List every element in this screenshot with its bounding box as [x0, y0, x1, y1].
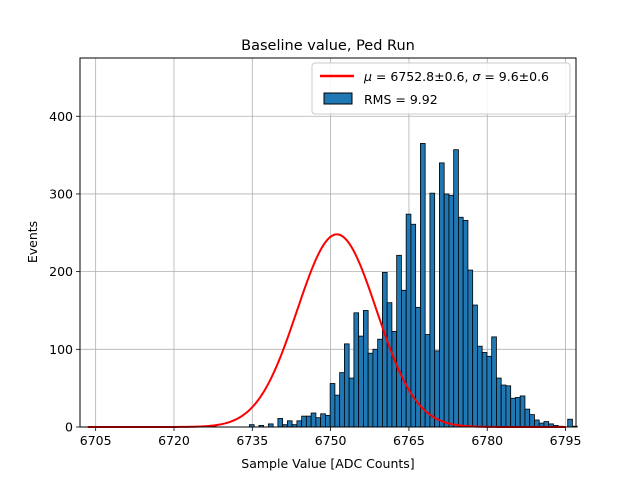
histogram-bar: [315, 417, 322, 428]
histogram-bar: [420, 143, 426, 428]
legend: μ = 6752.8±0.6, σ = 9.6±0.6 RMS = 9.92: [311, 62, 571, 115]
x-tick-label: 6720: [158, 433, 190, 448]
legend-sigma-symbol: σ: [472, 69, 481, 84]
legend-fit-label: μ = 6752.8±0.6, σ = 9.6±0.6: [363, 69, 549, 84]
y-tick-label: 200: [49, 264, 73, 279]
histogram-bar: [405, 213, 412, 428]
x-axis-label: Sample Value [ADC Counts]: [241, 456, 414, 471]
histogram-bar: [367, 352, 374, 428]
histogram-bar: [296, 420, 303, 428]
histogram-bar: [529, 414, 535, 428]
histogram-bar: [372, 348, 379, 428]
histogram-bar: [377, 338, 383, 428]
histogram-bar: [358, 335, 364, 428]
x-tick-label: 6765: [393, 433, 425, 448]
histogram-bar: [301, 415, 307, 428]
histogram-bar: [305, 415, 312, 428]
histogram-bar: [362, 310, 369, 428]
legend-histogram-label: RMS = 9.92: [364, 92, 438, 107]
legend-sigma-value: = 9.6±0.6: [480, 69, 549, 84]
histogram-bar: [401, 289, 407, 428]
histogram-bar: [515, 397, 521, 428]
histogram-bar: [491, 336, 497, 428]
histogram-bars: [210, 143, 578, 428]
histogram-bar: [439, 162, 445, 428]
histogram-bar: [353, 312, 360, 428]
x-tick-label: 6705: [80, 433, 112, 448]
histogram-bar: [329, 383, 336, 428]
histogram-bar: [524, 408, 531, 428]
histogram-bar: [334, 394, 341, 428]
x-tick-label: 6735: [236, 433, 268, 448]
histogram-bar: [320, 413, 326, 428]
legend-mu-symbol: μ: [363, 69, 372, 84]
y-tick-label: 0: [65, 420, 73, 435]
histogram-bar: [448, 195, 455, 428]
histogram-bar: [567, 418, 573, 428]
histogram-bar: [505, 385, 512, 428]
y-axis-label: Events: [25, 221, 40, 263]
y-axis-ticks: 0 100 200 300 400: [49, 109, 80, 435]
histogram-bar: [486, 355, 493, 428]
legend-mu-value: = 6752.8±0.6,: [372, 69, 472, 84]
histogram-bar: [382, 272, 388, 428]
histogram-bar: [277, 418, 284, 428]
histogram-bar: [386, 302, 393, 428]
histogram-bar: [310, 412, 317, 428]
y-tick-label: 100: [49, 342, 73, 357]
histogram-bar: [434, 350, 440, 428]
plot-frame: [79, 57, 577, 428]
x-tick-label: 6795: [550, 433, 582, 448]
histogram-bar: [496, 377, 502, 428]
histogram-bar: [467, 269, 474, 428]
histogram-bar: [458, 216, 464, 428]
histogram-bar: [391, 331, 398, 428]
histogram-bar: [453, 149, 459, 428]
y-tick-label: 400: [49, 109, 73, 124]
histogram-bar: [519, 395, 526, 428]
histogram-bar: [510, 397, 516, 428]
x-axis-ticks: 6705 6720 6735 6750 6765 6780 6795: [80, 427, 582, 448]
histogram-bar: [477, 345, 483, 428]
chart-title: Baseline value, Ped Run: [241, 38, 415, 54]
histogram-bar: [396, 254, 402, 428]
histogram-bar: [443, 193, 450, 428]
histogram-bar: [472, 304, 478, 428]
histogram-bar: [324, 414, 331, 428]
histogram-bar: [348, 377, 355, 428]
x-tick-label: 6780: [471, 433, 503, 448]
histogram-bar: [500, 384, 507, 428]
histogram-bar: [462, 219, 469, 428]
histogram-bar: [286, 420, 293, 428]
legend-histogram-swatch: [323, 92, 353, 105]
histogram-bar: [343, 343, 350, 428]
legend-box: [311, 62, 571, 115]
y-tick-label: 300: [49, 186, 73, 201]
histogram-bar: [429, 192, 436, 428]
histogram-bar: [481, 352, 488, 428]
x-tick-label: 6750: [315, 433, 347, 448]
histogram-bar: [534, 419, 540, 428]
histogram-bar: [339, 372, 345, 428]
histogram-bar: [415, 306, 421, 428]
